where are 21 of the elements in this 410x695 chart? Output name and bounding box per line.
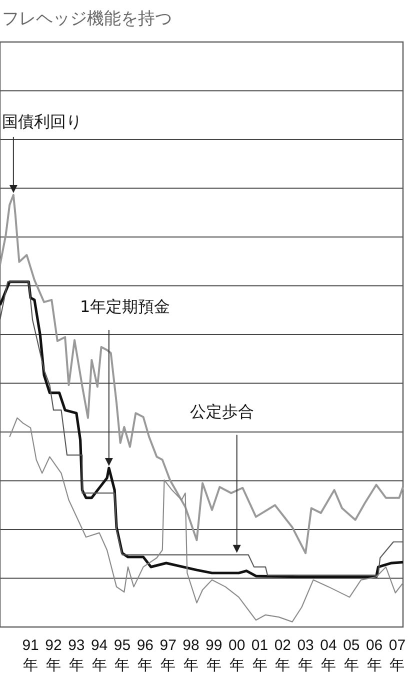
x-tick-label: 96年	[136, 637, 154, 674]
x-tick-label: 05年	[343, 637, 360, 674]
x-tick-label: 97年	[160, 637, 176, 674]
x-tick-label: 02年	[274, 637, 291, 674]
x-tick-label: 99年	[206, 637, 222, 674]
x-tick-label: 06年	[366, 637, 383, 674]
x-tick-label: 01年	[251, 637, 268, 674]
x-tick-label: 92年	[45, 637, 62, 674]
x-tick-label: 04年	[320, 637, 337, 674]
x-tick-label: 94年	[90, 637, 108, 674]
annotation: 国債利回り	[2, 112, 82, 131]
x-tick-label: 95年	[114, 637, 131, 674]
x-tick-label: 03年	[297, 637, 314, 674]
x-tick-label: 98年	[182, 637, 200, 674]
x-tick-label: 07年	[388, 637, 406, 674]
x-tick-label: 93年	[68, 637, 85, 674]
annotation: 1年定期預金	[80, 297, 170, 316]
x-tick-label: 00年	[228, 637, 246, 674]
x-tick-label: 91年	[22, 637, 39, 674]
annotation: 公定歩合	[190, 402, 254, 421]
chart-title: フレヘッジ機能を持つ	[2, 9, 172, 29]
